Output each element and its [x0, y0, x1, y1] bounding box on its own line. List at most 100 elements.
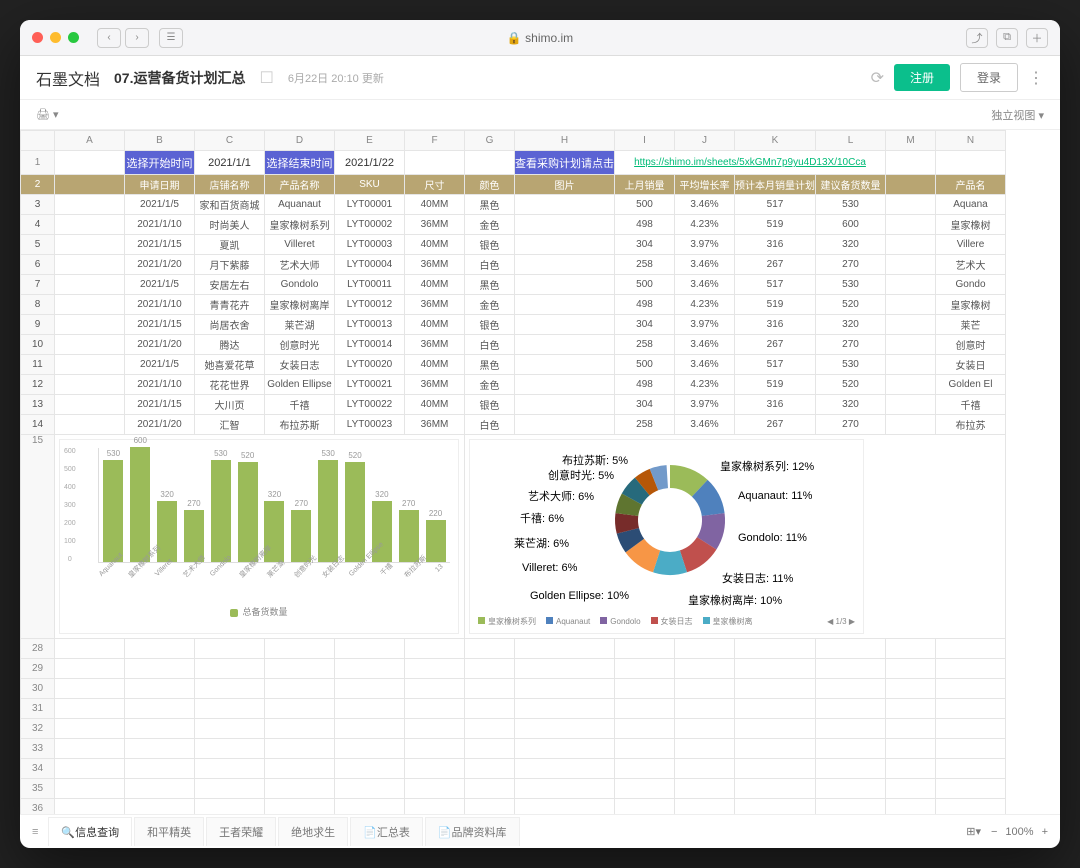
- cell[interactable]: [55, 415, 125, 435]
- cell[interactable]: 选择结束时间: [265, 151, 335, 175]
- cell[interactable]: 258: [615, 255, 675, 275]
- cell[interactable]: 莱芒湖: [265, 315, 335, 335]
- cell[interactable]: [405, 699, 465, 719]
- cell[interactable]: 2021/1/10: [125, 375, 195, 395]
- cell[interactable]: 500: [615, 195, 675, 215]
- cell[interactable]: [265, 719, 335, 739]
- cell[interactable]: LYT00011: [335, 275, 405, 295]
- cell[interactable]: 黑色: [465, 355, 515, 375]
- more-icon[interactable]: ⋮: [1028, 68, 1044, 88]
- cell[interactable]: [265, 739, 335, 759]
- cell[interactable]: [515, 799, 615, 815]
- cell[interactable]: [335, 719, 405, 739]
- cell[interactable]: 银色: [465, 235, 515, 255]
- row-header[interactable]: 10: [21, 335, 55, 355]
- cell[interactable]: 莱芒: [936, 315, 1006, 335]
- cell[interactable]: [55, 639, 125, 659]
- cell[interactable]: [675, 679, 735, 699]
- cell[interactable]: 2021/1/1: [195, 151, 265, 175]
- cell[interactable]: [675, 779, 735, 799]
- sheet-tab[interactable]: 📄品牌资料库: [425, 817, 520, 846]
- cell[interactable]: [195, 639, 265, 659]
- cell[interactable]: 白色: [465, 415, 515, 435]
- row-header[interactable]: 13: [21, 395, 55, 415]
- cell[interactable]: [936, 759, 1006, 779]
- cell[interactable]: [886, 215, 936, 235]
- cell[interactable]: 花花世界: [195, 375, 265, 395]
- col-header[interactable]: D: [265, 131, 335, 151]
- cell[interactable]: 颜色: [465, 175, 515, 195]
- cell[interactable]: [886, 375, 936, 395]
- cell[interactable]: 布拉苏斯: [265, 415, 335, 435]
- cell[interactable]: [936, 739, 1006, 759]
- cell[interactable]: [195, 779, 265, 799]
- cell[interactable]: [405, 779, 465, 799]
- cell[interactable]: [405, 659, 465, 679]
- cell[interactable]: 304: [615, 395, 675, 415]
- register-button[interactable]: 注册: [894, 64, 950, 91]
- cell[interactable]: [675, 699, 735, 719]
- cell[interactable]: 2021/1/22: [335, 151, 405, 175]
- cell[interactable]: 267: [735, 415, 816, 435]
- doc-title[interactable]: 07.运营备货计划汇总: [114, 68, 245, 88]
- cell[interactable]: [886, 719, 936, 739]
- cell[interactable]: [55, 195, 125, 215]
- cell[interactable]: [405, 719, 465, 739]
- cell[interactable]: [615, 679, 675, 699]
- cell[interactable]: [55, 355, 125, 375]
- row-header[interactable]: 33: [21, 739, 55, 759]
- cell[interactable]: [465, 699, 515, 719]
- cell[interactable]: LYT00021: [335, 375, 405, 395]
- cell[interactable]: [55, 215, 125, 235]
- cell[interactable]: [405, 759, 465, 779]
- cell[interactable]: 2021/1/20: [125, 415, 195, 435]
- cell[interactable]: 时尚美人: [195, 215, 265, 235]
- cell[interactable]: [816, 719, 886, 739]
- cell[interactable]: [515, 699, 615, 719]
- cell[interactable]: [55, 275, 125, 295]
- cell[interactable]: 270: [816, 255, 886, 275]
- cell[interactable]: LYT00014: [335, 335, 405, 355]
- cell[interactable]: [816, 679, 886, 699]
- cell[interactable]: 艺术大: [936, 255, 1006, 275]
- cell[interactable]: [886, 235, 936, 255]
- back-button[interactable]: ‹: [97, 28, 121, 48]
- row-header[interactable]: 8: [21, 295, 55, 315]
- col-header[interactable]: A: [55, 131, 125, 151]
- cell[interactable]: 2021/1/5: [125, 355, 195, 375]
- cell[interactable]: 258: [615, 335, 675, 355]
- cell[interactable]: 3.46%: [675, 335, 735, 355]
- cell[interactable]: [55, 255, 125, 275]
- cell[interactable]: [125, 639, 195, 659]
- cell[interactable]: 艺术大师: [265, 255, 335, 275]
- cell[interactable]: 270: [816, 335, 886, 355]
- row-header[interactable]: 7: [21, 275, 55, 295]
- cell[interactable]: 2021/1/5: [125, 195, 195, 215]
- close-icon[interactable]: [32, 32, 43, 43]
- cell[interactable]: [195, 799, 265, 815]
- cell[interactable]: [886, 175, 936, 195]
- cell[interactable]: 36MM: [405, 375, 465, 395]
- cell[interactable]: [55, 235, 125, 255]
- cell[interactable]: 267: [735, 335, 816, 355]
- cell[interactable]: [675, 719, 735, 739]
- cell[interactable]: [886, 295, 936, 315]
- cell[interactable]: [936, 151, 1006, 175]
- cell[interactable]: [195, 739, 265, 759]
- cell[interactable]: [816, 779, 886, 799]
- cell[interactable]: [515, 739, 615, 759]
- cell[interactable]: [886, 395, 936, 415]
- cell[interactable]: 316: [735, 235, 816, 255]
- cell[interactable]: [195, 659, 265, 679]
- cell[interactable]: [335, 799, 405, 815]
- cell[interactable]: [816, 759, 886, 779]
- cell[interactable]: [465, 719, 515, 739]
- print-dropdown[interactable]: 🖨 ▾: [36, 108, 59, 121]
- cell[interactable]: [886, 355, 936, 375]
- cell[interactable]: [816, 799, 886, 815]
- cell[interactable]: [615, 639, 675, 659]
- share-icon[interactable]: ⤴: [966, 28, 988, 48]
- logo[interactable]: 石墨文档: [36, 66, 100, 90]
- cell[interactable]: 520: [816, 295, 886, 315]
- cell[interactable]: [936, 639, 1006, 659]
